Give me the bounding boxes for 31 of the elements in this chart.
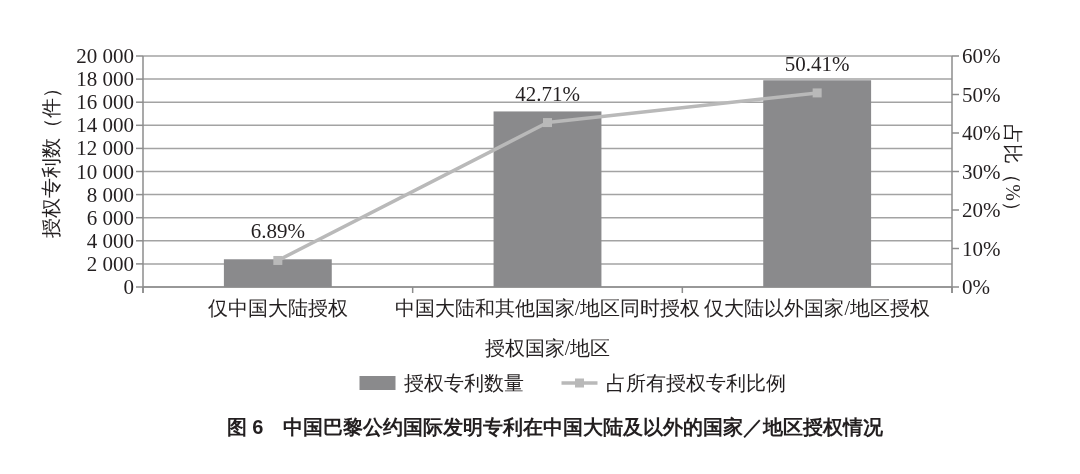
data-label: 6.89% xyxy=(250,219,305,244)
x-tick-label: 仅中国大陆授权 xyxy=(207,297,348,319)
y-tick-label: 18 000 xyxy=(76,67,134,92)
y2-tick-label: 30% xyxy=(962,159,1001,184)
y-tick-label: 8 000 xyxy=(86,182,134,207)
x-axis-title: 授权国家/地区 xyxy=(484,337,611,359)
data-label: 42.71% xyxy=(515,81,580,106)
y2-tick-label: 10% xyxy=(962,236,1001,261)
y-tick-label: 2 000 xyxy=(86,251,134,276)
y-tick-label: 0 xyxy=(123,275,134,299)
y-axis-title: 授权专利数（件） xyxy=(40,77,62,238)
x-tick-label: 仅大陆以外国家/地区授权 xyxy=(704,297,930,319)
y2-tick-label: 50% xyxy=(962,82,1001,107)
y2-tick-label: 0% xyxy=(962,275,990,299)
y2-tick-label: 60% xyxy=(962,44,1001,68)
y-tick-label: 14 000 xyxy=(76,113,134,138)
y2-axis-title: 占比（%） xyxy=(1002,124,1024,221)
legend: 授权专利数量 占所有授权专利比例 xyxy=(359,372,786,394)
text: 图 6 中国巴黎公约国际发明专利在中国大陆及以外的国家／地区授权情况 xyxy=(226,416,885,438)
y-tick-label: 12 000 xyxy=(76,136,134,161)
legend-label: 授权专利数量 xyxy=(403,372,524,394)
data-label: 50.41% xyxy=(784,51,850,76)
y2-tick-label: 20% xyxy=(962,198,1001,222)
x-tick-label: 中国大陆和其他国家/地区同时授权 xyxy=(394,297,701,319)
legend-label: 占所有授权专利比例 xyxy=(605,372,786,394)
y-tick-label: 4 000 xyxy=(86,228,134,253)
y-tick-label: 16 000 xyxy=(76,90,134,115)
y2-tick-label: 40% xyxy=(962,121,1001,145)
y-tick-label: 6 000 xyxy=(86,205,134,230)
y-tick-label: 20 000 xyxy=(76,44,134,68)
y-tick-label: 10 000 xyxy=(76,159,134,184)
